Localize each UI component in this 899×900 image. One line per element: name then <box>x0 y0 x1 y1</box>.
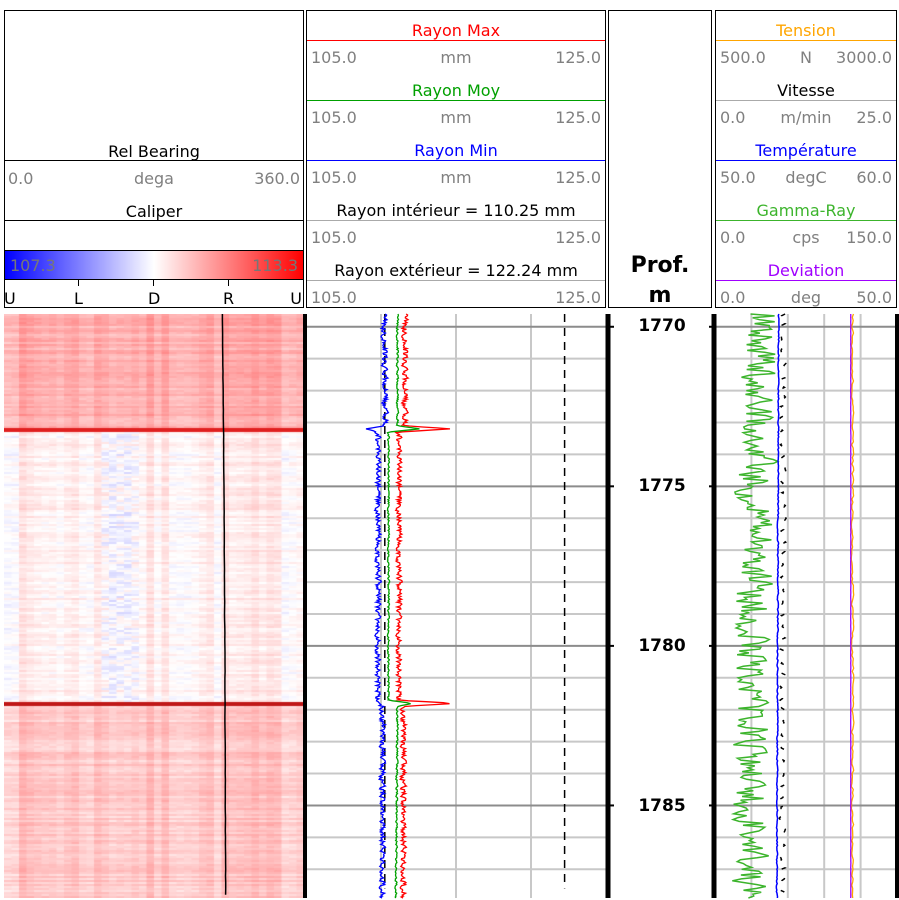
scale-unit: N <box>800 48 812 67</box>
depth-label-1780: 1780 <box>638 636 686 656</box>
caliper-title: Caliper <box>125 202 183 221</box>
vitesse-curve <box>777 313 788 899</box>
scale-unit: mm <box>440 48 472 67</box>
scale-unit: mm <box>440 168 472 187</box>
orient-r: R <box>223 289 235 308</box>
scale-max: 25.0 <box>856 108 892 127</box>
track-border <box>605 314 611 898</box>
rayon-min-curve <box>365 313 390 899</box>
track4-line-4 <box>716 280 896 281</box>
scale-unit: m/min <box>780 108 832 127</box>
scale-min: 0.0 <box>720 288 746 307</box>
track2-title-2: Rayon Min <box>414 141 498 160</box>
track2-title-0: Rayon Max <box>411 21 501 40</box>
track4-title-1: Vitesse <box>777 81 835 100</box>
track-border <box>303 314 307 898</box>
scale-min: 105.0 <box>311 288 357 307</box>
scale-max: 150.0 <box>846 228 892 247</box>
depth-label-1775: 1775 <box>638 476 686 496</box>
scale-max: 125.0 <box>555 168 601 187</box>
track4-line-2 <box>716 160 896 161</box>
caliper-heatmap <box>4 314 304 898</box>
track4-header <box>715 10 897 308</box>
scale-max: 125.0 <box>555 108 601 127</box>
scale-min: 105.0 <box>311 228 357 247</box>
depth-label-1770: 1770 <box>638 316 686 336</box>
track-border <box>711 314 717 898</box>
track2-title-4: Rayon extérieur = 122.24 mm <box>334 261 578 280</box>
scale-unit: dega <box>134 169 174 188</box>
track2-line-2 <box>307 160 605 161</box>
tension-curve <box>850 313 855 899</box>
scale-min: 500.0 <box>720 48 766 67</box>
track4-title-0: Tension <box>776 21 836 40</box>
scale-min: 105.0 <box>311 48 357 67</box>
track2-title-1: Rayon Moy <box>411 81 501 100</box>
rayon-max-curve <box>394 313 451 899</box>
scale-min: 50.0 <box>720 168 756 187</box>
track4-line-3 <box>716 220 896 221</box>
track4-title-2: Température <box>755 141 857 160</box>
track2-title-3: Rayon intérieur = 110.25 mm <box>336 201 576 220</box>
track4-title-3: Gamma-Ray <box>756 201 856 220</box>
orient-l: L <box>74 289 83 308</box>
track2-header <box>306 10 606 308</box>
track2-line-3 <box>307 220 605 221</box>
scale-max: 60.0 <box>856 168 892 187</box>
scale-min: 105.0 <box>311 168 357 187</box>
track-border <box>895 314 899 898</box>
orient-d: D <box>148 289 161 308</box>
rel-bearing-curve <box>221 314 227 895</box>
scale-unit: cps <box>792 228 820 247</box>
scale-min: 0.0 <box>720 108 746 127</box>
orient-u-right: U <box>290 289 302 308</box>
track2-line-4 <box>307 280 605 281</box>
colorbar-max: 113.3 <box>252 256 298 275</box>
depth-label-1785: 1785 <box>638 796 686 816</box>
gamma-ray-curve <box>730 313 780 899</box>
scale-unit: mm <box>440 108 472 127</box>
colorbar-min: 107.3 <box>10 256 56 275</box>
depth-unit: m <box>648 283 672 308</box>
caliper-colorbar: 107.3 113.3 <box>4 250 304 280</box>
orient-u-left: U <box>4 289 16 308</box>
track2-line-0 <box>307 40 605 41</box>
scale-min: 105.0 <box>311 108 357 127</box>
scale-unit: deg <box>790 288 822 307</box>
scale-min: 0.0 <box>720 228 746 247</box>
scale-max: 360.0 <box>254 169 300 188</box>
rayon-moy-curve <box>386 313 420 899</box>
rel-bearing-title: Rel Bearing <box>108 142 200 161</box>
depth-title: Prof. <box>630 253 690 278</box>
scale-max: 3000.0 <box>836 48 892 67</box>
track4-line-1 <box>716 100 896 101</box>
caliper-line <box>5 220 303 221</box>
orientation-axis: U L D R U <box>4 280 304 308</box>
track1-header <box>4 10 304 308</box>
scale-max: 125.0 <box>555 288 601 307</box>
depth-header <box>608 10 712 308</box>
temperature-curve <box>775 313 780 899</box>
scale-unit: degC <box>785 168 827 187</box>
scale-max: 50.0 <box>856 288 892 307</box>
scale-min: 0.0 <box>8 169 34 188</box>
scale-max: 125.0 <box>555 48 601 67</box>
track4-line-0 <box>716 40 896 41</box>
track2-line-1 <box>307 100 605 101</box>
rel-bearing-line <box>5 160 303 161</box>
track4-title-4: Deviation <box>767 261 845 280</box>
scale-max: 125.0 <box>555 228 601 247</box>
